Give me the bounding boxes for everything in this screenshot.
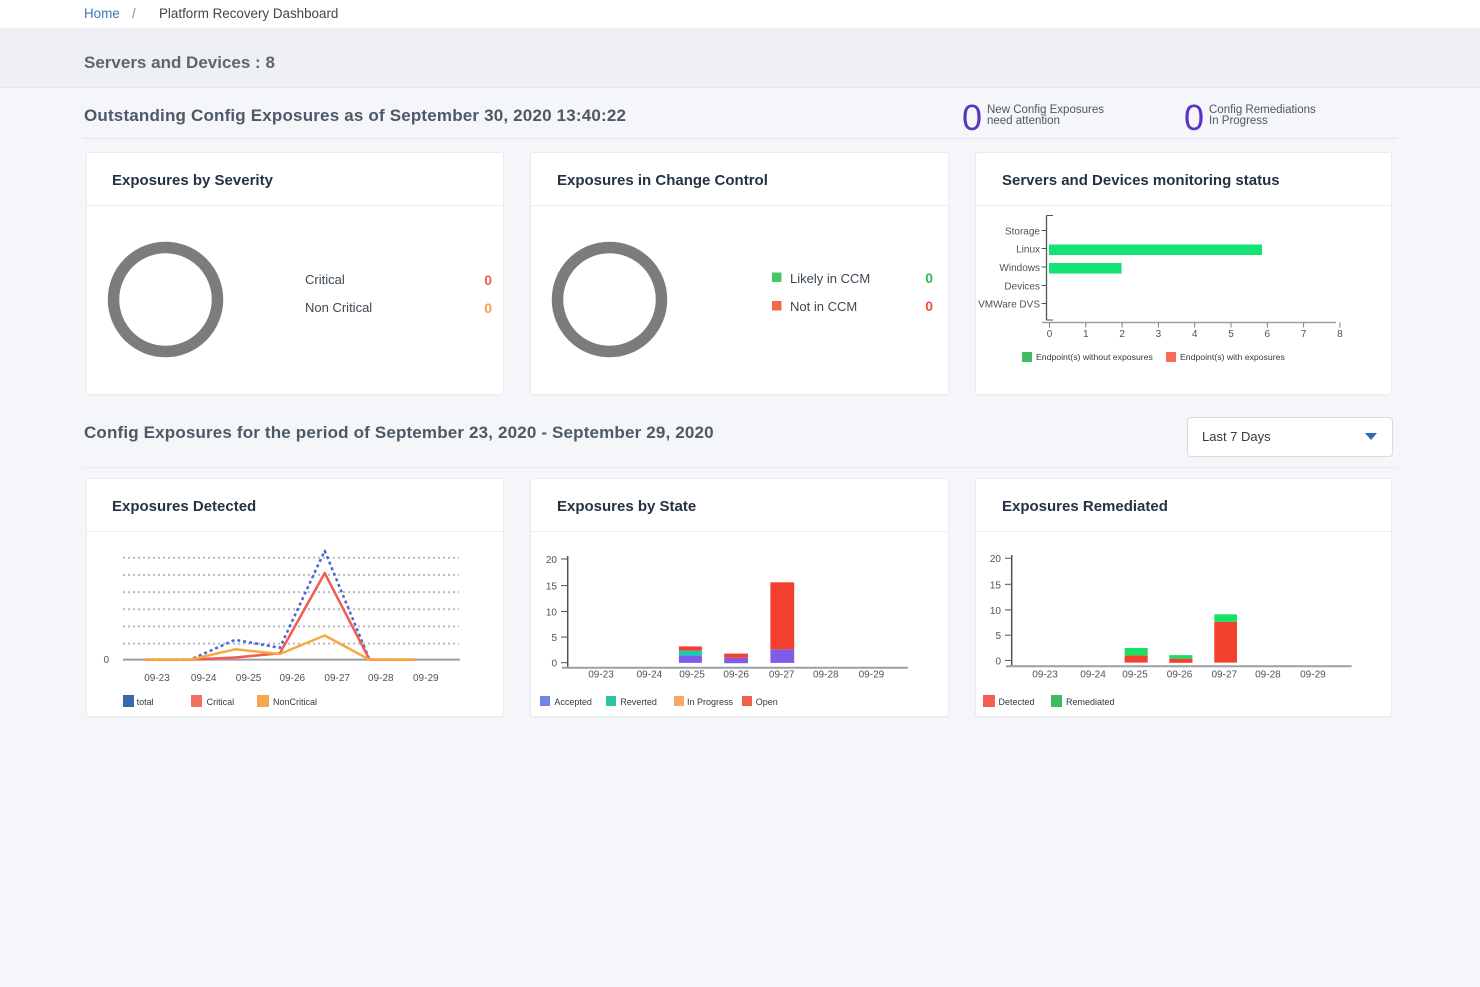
svg-text:Windows: Windows (999, 263, 1040, 274)
svg-text:09-29: 09-29 (1300, 670, 1326, 681)
svg-text:09-25: 09-25 (1122, 670, 1148, 681)
svg-text:5: 5 (551, 633, 557, 644)
svg-text:09-27: 09-27 (324, 673, 350, 684)
svg-text:0: 0 (103, 655, 109, 666)
svg-text:09-26: 09-26 (280, 673, 306, 684)
svg-text:8: 8 (1337, 329, 1343, 340)
svg-text:20: 20 (990, 554, 1002, 565)
svg-text:09-25: 09-25 (679, 670, 705, 681)
svg-text:09-29: 09-29 (413, 673, 439, 684)
svg-text:09-24: 09-24 (191, 673, 217, 684)
svg-text:VMWare DVS: VMWare DVS (978, 300, 1040, 311)
svg-text:09-24: 09-24 (1080, 670, 1106, 681)
svg-text:09-28: 09-28 (1255, 670, 1281, 681)
svg-text:3: 3 (1156, 329, 1162, 340)
svg-text:0: 0 (551, 659, 557, 670)
svg-text:4: 4 (1192, 329, 1198, 340)
svg-text:15: 15 (546, 582, 558, 593)
svg-text:09-27: 09-27 (769, 670, 795, 681)
svg-text:09-23: 09-23 (588, 670, 614, 681)
svg-text:10: 10 (546, 608, 558, 619)
svg-text:09-23: 09-23 (1032, 670, 1058, 681)
svg-text:7: 7 (1301, 329, 1307, 340)
svg-text:6: 6 (1265, 329, 1271, 340)
svg-text:0: 0 (1047, 329, 1053, 340)
svg-text:09-26: 09-26 (723, 670, 749, 681)
svg-text:Linux: Linux (1016, 245, 1040, 256)
svg-text:Devices: Devices (1004, 282, 1040, 293)
svg-text:09-29: 09-29 (859, 670, 885, 681)
svg-text:5: 5 (995, 631, 1001, 642)
svg-text:1: 1 (1083, 329, 1089, 340)
svg-text:15: 15 (990, 580, 1002, 591)
svg-text:09-28: 09-28 (368, 673, 394, 684)
svg-text:10: 10 (990, 606, 1002, 617)
svg-text:2: 2 (1119, 329, 1125, 340)
svg-text:09-25: 09-25 (236, 673, 262, 684)
svg-text:09-27: 09-27 (1212, 670, 1238, 681)
svg-text:0: 0 (995, 656, 1001, 667)
svg-text:20: 20 (546, 555, 558, 566)
svg-text:09-26: 09-26 (1167, 670, 1193, 681)
svg-text:09-23: 09-23 (144, 673, 170, 684)
svg-text:5: 5 (1228, 329, 1234, 340)
svg-text:Storage: Storage (1005, 227, 1040, 238)
svg-text:09-28: 09-28 (813, 670, 839, 681)
svg-text:09-24: 09-24 (637, 670, 663, 681)
